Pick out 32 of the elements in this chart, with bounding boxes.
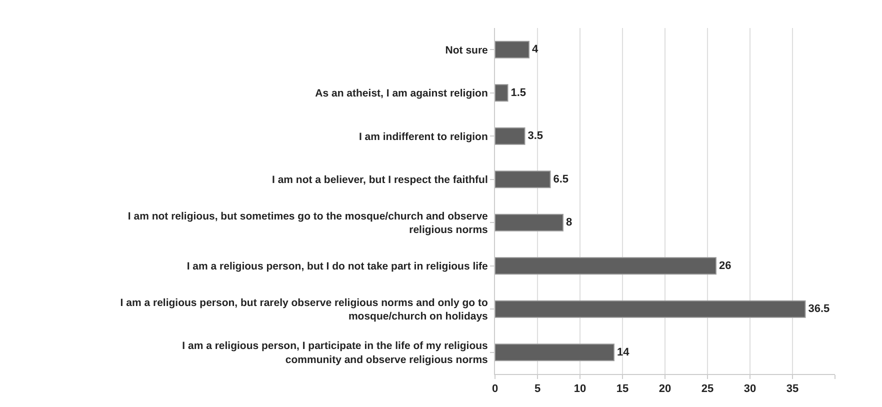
bar [495, 214, 564, 232]
y-tick-label: I am a religious person, I participate in the life of my religious community and observe religious norms [182, 340, 488, 366]
x-tick-label: 25 [701, 383, 714, 396]
y-tick-label: I am not religious, but sometimes go to the mosque/church and observe religious norms [128, 210, 488, 236]
x-tick-label: 15 [616, 383, 629, 396]
x-tick-label: 10 [574, 383, 586, 396]
data-label: 1.5 [510, 86, 526, 99]
bar [495, 84, 508, 102]
data-label: 8 [566, 216, 572, 229]
y-tick-label: Not sure [445, 44, 488, 56]
y-tick-label: As an atheist, I am against religion [315, 88, 488, 100]
x-tick-label: 5 [534, 383, 541, 396]
bar [495, 127, 526, 145]
x-tick-label: 30 [744, 383, 756, 396]
data-label: 4 [532, 44, 539, 56]
data-label: 3.5 [528, 130, 544, 142]
x-tick-label: 0 [492, 383, 498, 396]
y-tick-label: I am a religious person, but rarely observe religious norms and only go to mosque/church on holidays [120, 296, 488, 323]
data-label: 6.5 [553, 173, 569, 186]
y-tick-label: I am indifferent to religion [358, 130, 488, 143]
bar [495, 257, 716, 275]
y-tick-label: I am a religious person, but I do not take part in religious life [186, 260, 488, 273]
bar [495, 40, 530, 58]
bar [495, 344, 614, 362]
x-tick-label: 20 [658, 383, 672, 396]
data-label: 14 [617, 346, 630, 358]
x-tick-label: 35 [786, 383, 799, 396]
y-tick-label: I am not a believer, but I respect the faithful [272, 174, 488, 186]
data-label: 36.5 [808, 303, 830, 316]
data-label: 26 [719, 260, 732, 272]
bar [495, 300, 806, 318]
bar [495, 170, 551, 188]
